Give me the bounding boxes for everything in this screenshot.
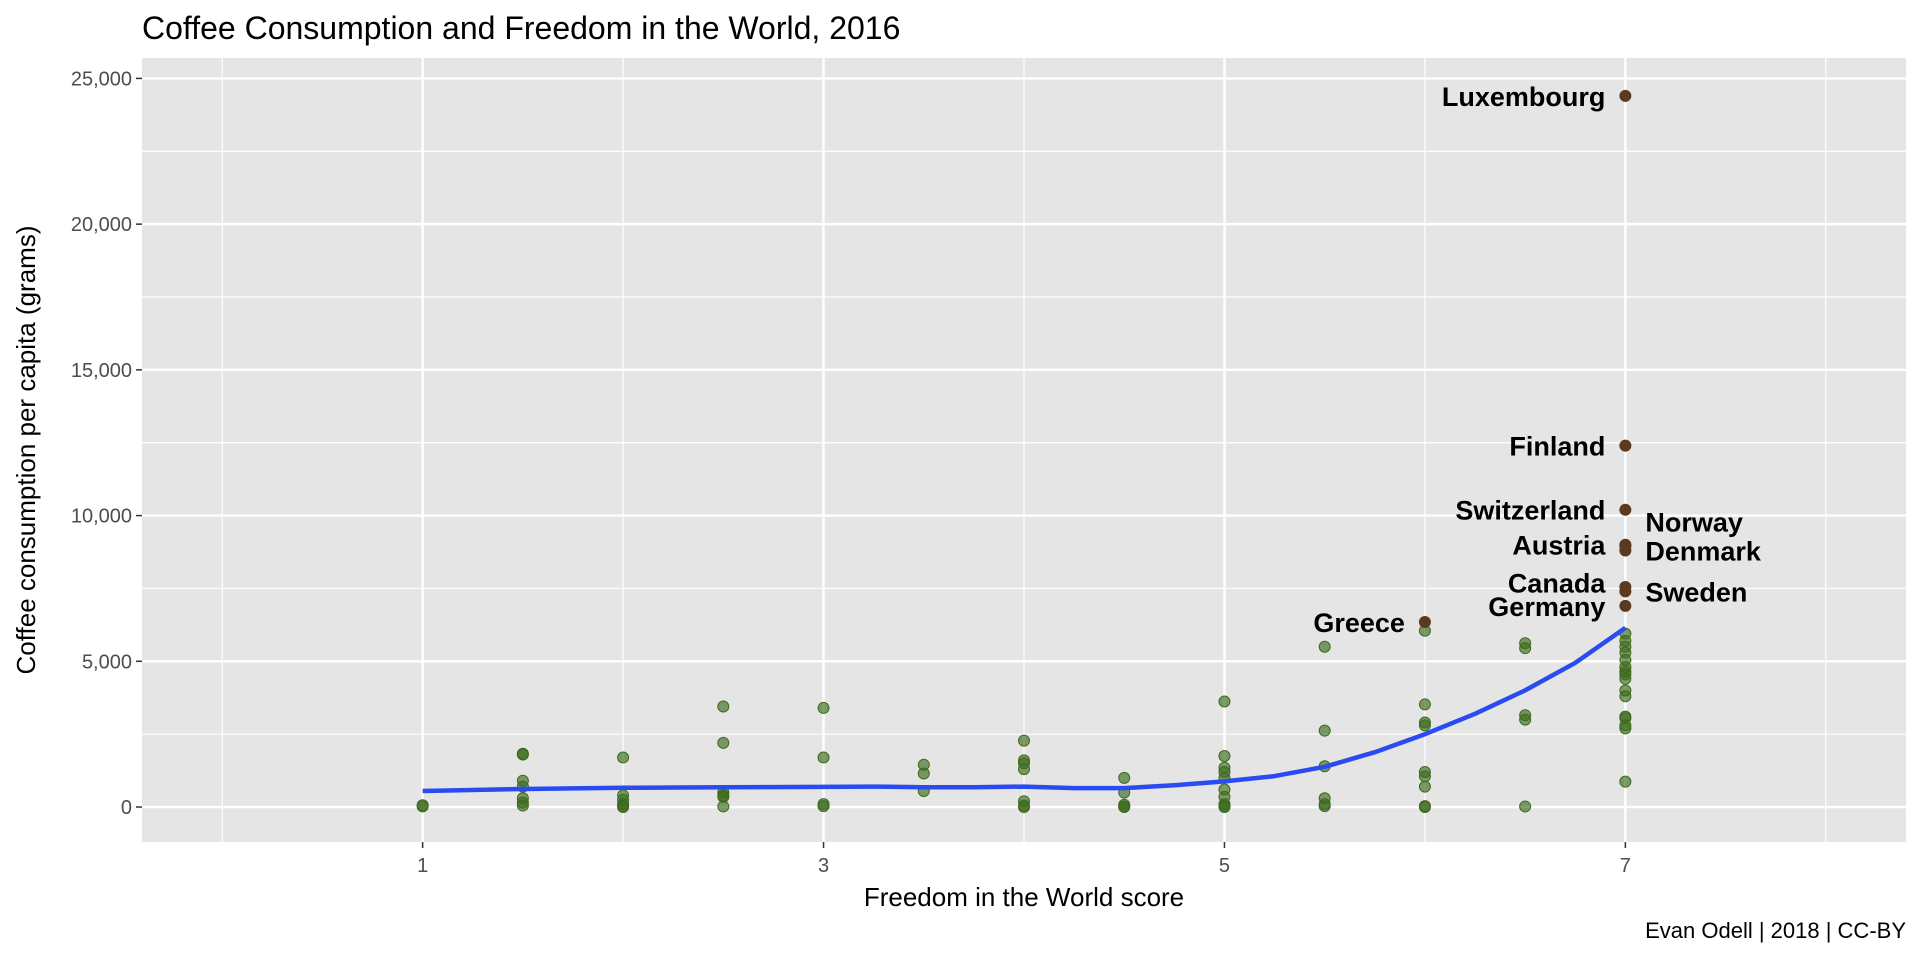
point-label: Luxembourg: [1442, 82, 1606, 112]
highlighted-point: [1619, 585, 1632, 598]
scatter-point: [1418, 780, 1431, 793]
scatter-point: [1619, 690, 1632, 703]
scatter-point: [817, 751, 830, 764]
scatter-point: [1218, 801, 1231, 814]
y-axis: 0 5,000 10,000 15,000 20,000 25,000: [71, 68, 142, 819]
scatter-point: [1619, 672, 1632, 685]
scatter-point: [617, 751, 630, 764]
point-label: Switzerland: [1455, 496, 1605, 526]
scatter-point: [1619, 775, 1632, 788]
scatter-point: [817, 701, 830, 714]
x-tick-label: 7: [1620, 855, 1631, 877]
scatter-point: [1018, 801, 1030, 814]
highlighted-points: [1418, 89, 1632, 628]
point-label: Norway: [1645, 507, 1743, 537]
point-labels: Luxembourg Finland Switzerland Norway Austri…: [1313, 82, 1762, 638]
highlighted-point: [1619, 89, 1632, 102]
highlighted-point: [1619, 599, 1632, 612]
scatter-point: [1418, 770, 1431, 783]
scatter-point: [1619, 722, 1632, 735]
x-axis: 1 3 5 7: [417, 842, 1631, 877]
caption: Evan Odell | 2018 | CC-BY: [1645, 918, 1906, 943]
scatter-point: [1218, 695, 1231, 708]
scatter-point: [1218, 750, 1231, 763]
y-tick-label: 15,000: [71, 360, 132, 382]
scatter-point: [1318, 724, 1331, 737]
scatter-point: [717, 700, 730, 713]
scatter-point: [1519, 800, 1532, 813]
y-tick-label: 25,000: [71, 68, 132, 90]
x-tick-label: 1: [417, 855, 428, 877]
y-tick-label: 20,000: [71, 214, 132, 236]
scatter-point: [617, 801, 630, 814]
scatter-point: [1118, 801, 1131, 814]
point-label: Germany: [1488, 592, 1605, 622]
scatter-point: [917, 767, 930, 780]
point-label: Finland: [1509, 432, 1605, 462]
scatter-point: [1418, 801, 1431, 814]
point-label: Sweden: [1645, 577, 1747, 607]
scatter-point: [1018, 763, 1030, 776]
scatter-point: [1118, 771, 1131, 784]
highlighted-point: [1619, 503, 1632, 516]
point-label: Austria: [1512, 531, 1606, 561]
scatter-point: [1519, 713, 1532, 726]
y-tick-label: 0: [121, 797, 132, 819]
scatter-point: [1519, 642, 1532, 655]
x-tick-label: 5: [1219, 855, 1230, 877]
point-label: Canada: [1508, 569, 1607, 599]
scatter-point: [1418, 719, 1431, 732]
scatter-point: [817, 800, 830, 813]
minor-gridlines: [142, 58, 1906, 842]
point-label: Denmark: [1645, 537, 1762, 567]
y-tick-label: 5,000: [82, 651, 132, 673]
scatter-point: [1018, 734, 1030, 747]
scatter-point: [717, 800, 730, 813]
highlighted-point: [1619, 544, 1632, 557]
point-label: Greece: [1313, 608, 1405, 638]
smooth-trend-line: [422, 625, 1627, 794]
highlighted-point: [1418, 615, 1431, 628]
scatter-point: [416, 799, 429, 812]
scatter-point: [1418, 698, 1431, 711]
scatter-points: [416, 624, 1632, 814]
chart-title: Coffee Consumption and Freedom in the Wo…: [142, 10, 900, 46]
scatter-point: [516, 799, 529, 812]
y-tick-label: 10,000: [71, 506, 132, 528]
y-axis-title: Coffee consumption per capita (grams): [11, 226, 41, 675]
highlighted-point: [1619, 439, 1632, 452]
scatter-point: [1318, 640, 1331, 653]
x-axis-title: Freedom in the World score: [864, 882, 1184, 912]
x-tick-label: 3: [818, 855, 829, 877]
scatter-point: [1318, 800, 1331, 813]
scatter-point: [516, 748, 529, 761]
scatter-point: [717, 736, 730, 749]
